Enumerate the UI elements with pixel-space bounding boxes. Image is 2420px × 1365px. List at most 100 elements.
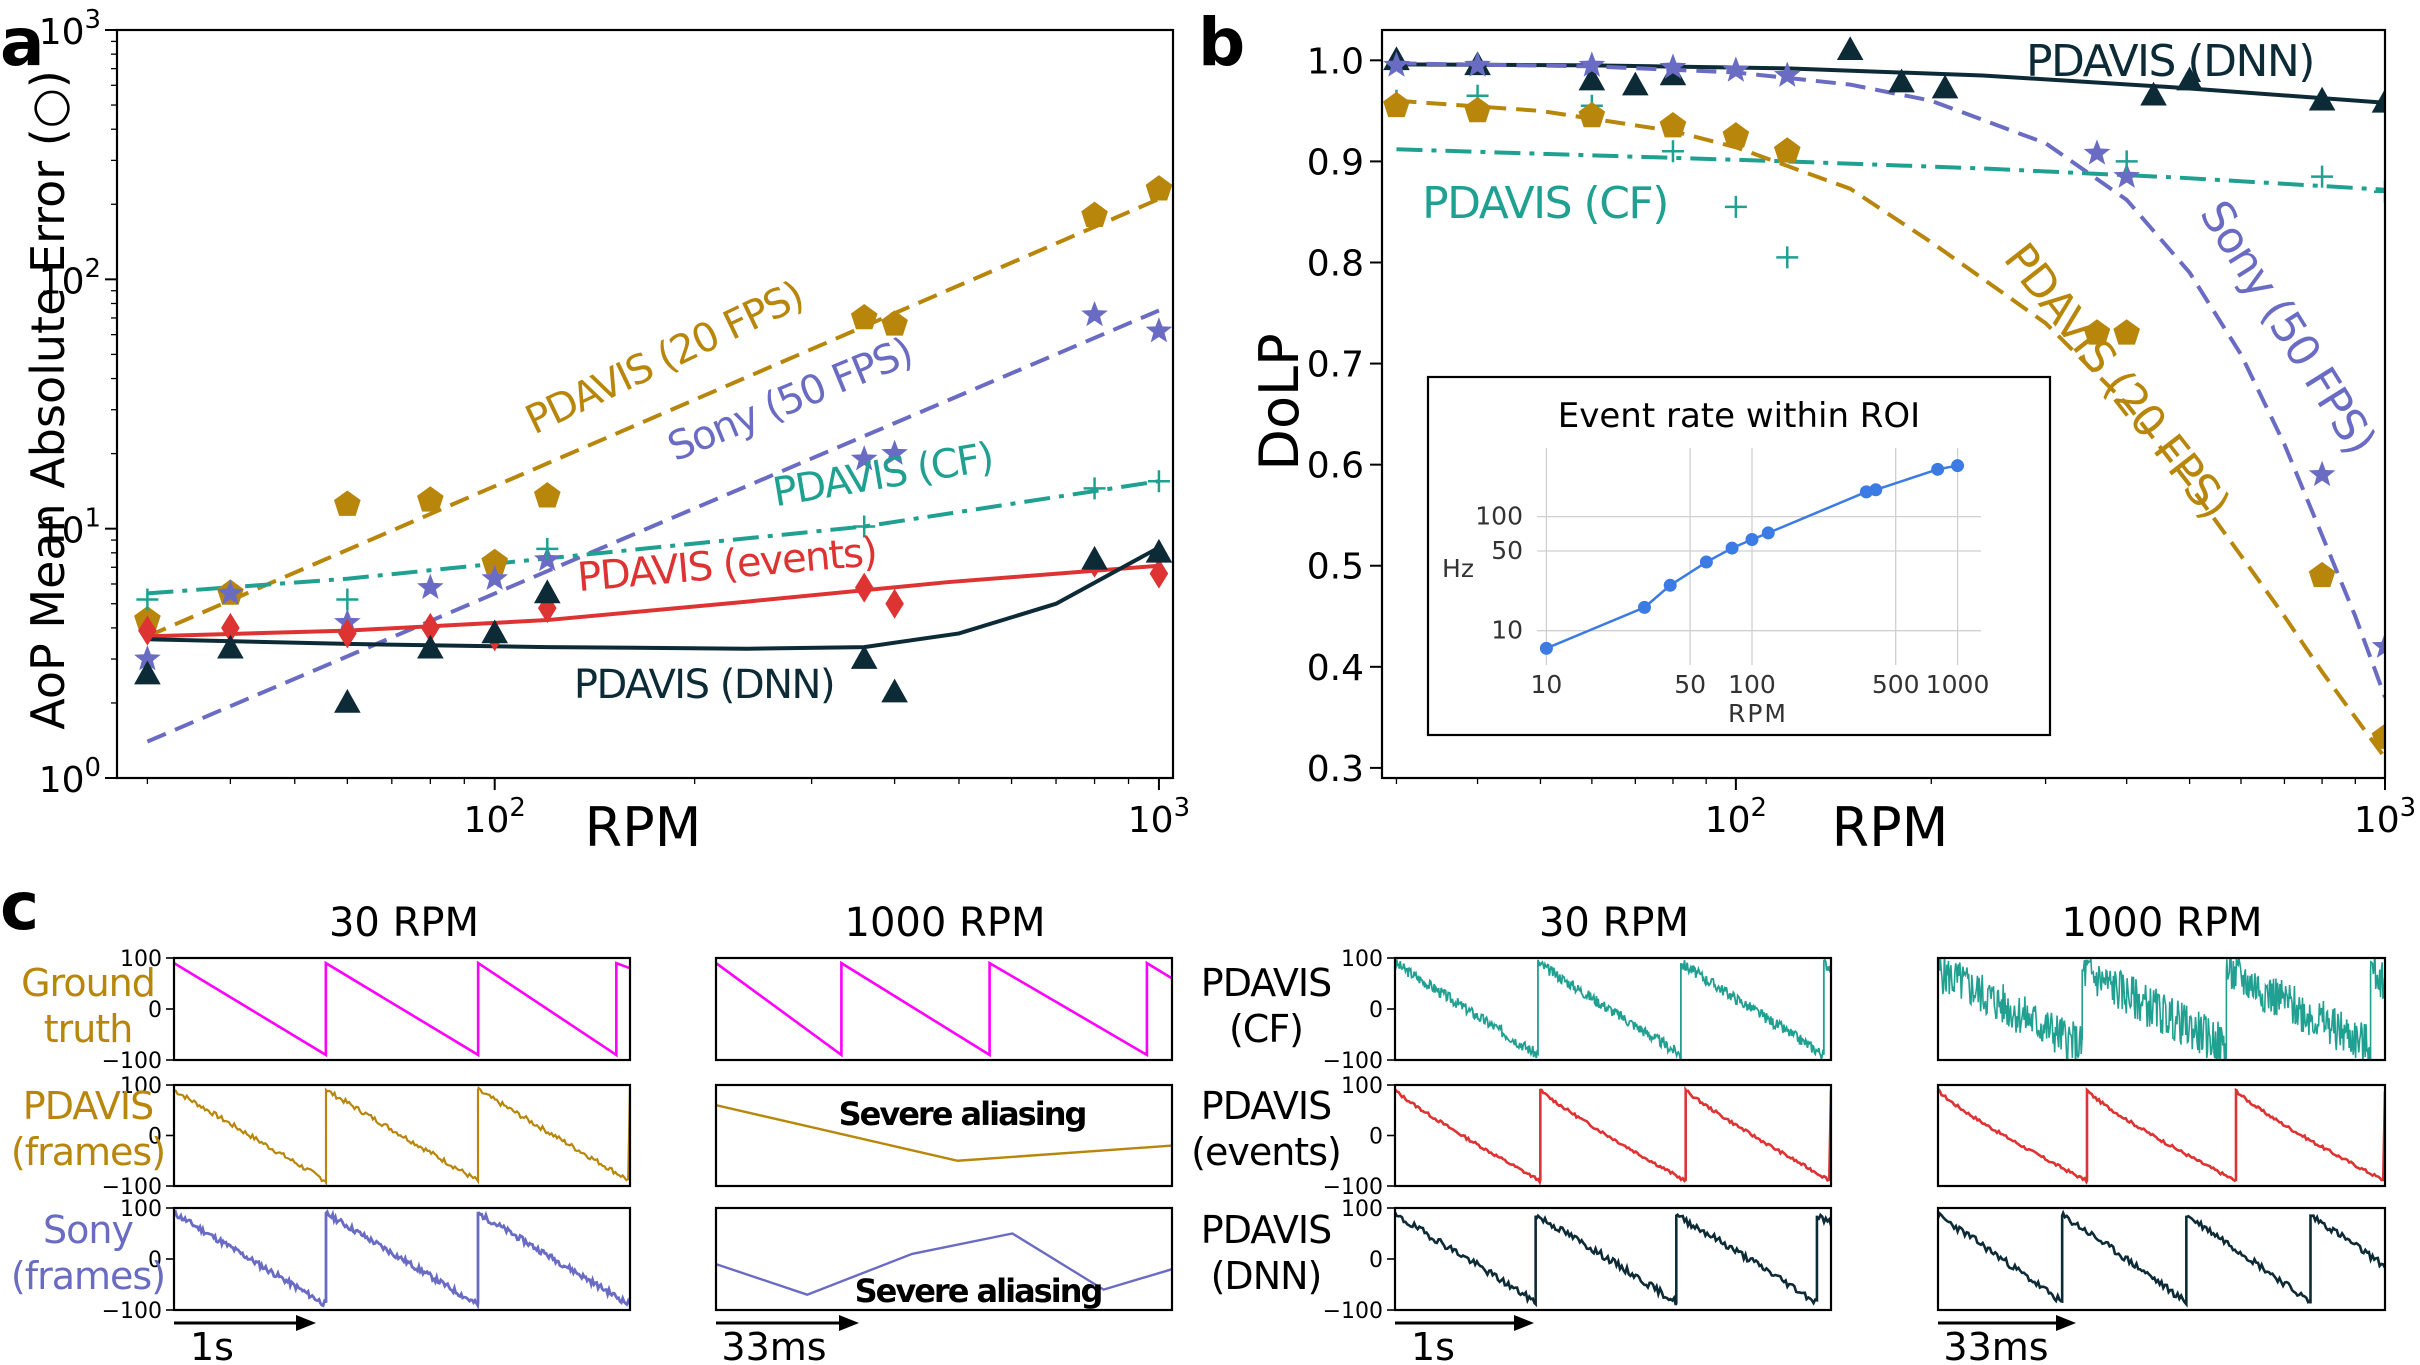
time-scale-arrowhead [839,1315,859,1331]
row-label: PDAVIS [1201,1208,1331,1252]
y-tick-label: 1.0 [1307,41,1364,82]
y-axis-label: DoLP [1248,333,1311,470]
data-point [1081,545,1108,570]
time-scale-label: 33ms [721,1325,826,1365]
inset-x-label: RPM [1728,699,1788,728]
trace-pdavis-cf [1395,958,1831,1060]
chart-c: 30 RPM 1000 RPM 30 RPM 1000 RPM1000−1001000… [11,900,2387,1365]
curve-annotation: PDAVIS (DNN) [574,662,834,708]
data-point [1836,36,1864,61]
x-tick-label: 103 [1128,793,1190,841]
trace-y-tick-label: 100 [120,1074,162,1099]
data-point [417,634,444,659]
row-label: (CF) [1229,1007,1303,1051]
data-point [334,688,361,713]
data-point [1147,470,1170,493]
data-point [850,445,878,471]
data-point [481,619,509,644]
y-tick-label: 0.6 [1307,446,1364,487]
data-point [2083,319,2111,345]
row-label: (events) [1191,1130,1341,1174]
trace-sony-frames [716,1232,1172,1296]
data-point [421,612,440,643]
data-point [1383,91,1410,118]
time-scale-label: 1s [1411,1325,1455,1365]
plot-frame [1380,28,2387,780]
column-title: 1000 RPM [845,900,1046,946]
inset-y-tick-label: 10 [1491,616,1523,645]
trace-pdavis-dnn [1395,1211,1831,1308]
trace-pdavis-frames [174,1086,630,1186]
data-point [1776,246,1799,269]
row-label: (frames) [11,1254,165,1298]
trace-pdavis-events [1395,1085,1831,1186]
data-point [1081,300,1108,327]
data-point [2371,723,2385,749]
fit-line [1396,147,2385,192]
fit-line [147,545,1160,651]
data-point [1659,112,1687,138]
inset-point [1761,526,1775,540]
data-point [2308,86,2336,111]
data-point [881,439,908,465]
data-point [134,645,161,671]
fit-line [1396,98,2385,759]
trace-ground-truth [716,960,1172,1058]
data-point [881,310,908,336]
data-point [1145,175,1173,201]
trace-y-tick-label: −100 [102,1299,162,1324]
data-point [2308,561,2336,588]
inset-frame [1426,375,2052,737]
trace-pdavis-frames [716,1104,1172,1162]
data-point [217,634,244,659]
chart-b: 102 103 0.3 0.4 0.5 0.6 0.7 0.8 0.9 1.0 PDAVIS (DN… [1248,28,2416,859]
data-point [1578,51,1606,77]
x-axis-label: RPM [1832,796,1949,859]
inset-y-tick-label: 50 [1491,536,1523,565]
panel-label-b: b [1198,4,1246,81]
trace-ground-truth [174,960,630,1058]
row-label: (DNN) [1211,1254,1322,1298]
x-tick-label: 102 [1705,793,1767,841]
inset-y-label: Hz [1442,554,1474,583]
data-point [1464,51,1491,77]
aliasing-annotation: Severe aliasing [839,1095,1086,1133]
trace-frame [1936,956,2387,1062]
panel-label-c: c [0,868,40,945]
curve-annotation: PDAVIS (CF) [770,434,996,516]
time-scale-arrowhead [2056,1315,2076,1331]
data-point [2115,150,2138,173]
data-point [1773,61,1801,87]
data-point [854,572,874,603]
trace-y-tick-label: 0 [1369,1248,1383,1273]
trace-frame [714,1083,1174,1188]
trace-y-tick-label: −100 [102,1049,162,1074]
data-point [336,588,359,611]
data-point [1145,317,1173,343]
data-point [1081,201,1108,228]
data-point [481,564,509,591]
time-scale-label: 1s [190,1325,234,1365]
row-label: (frames) [11,1130,165,1174]
trace-y-tick-label: 100 [120,947,162,972]
trace-y-tick-label: 100 [1341,1074,1383,1099]
y-tick-label: 0.4 [1307,648,1364,689]
time-scale-label: 33ms [1943,1325,2048,1365]
data-point [1773,137,1801,163]
row-label: Sony [43,1208,133,1252]
data-point [885,588,904,619]
data-point [853,515,876,538]
data-point [2113,319,2141,345]
inset-point [1745,533,1759,547]
inset-x-tick-label: 1000 [1926,670,1990,699]
x-axis-label: RPM [585,796,702,859]
row-label: PDAVIS [23,1084,153,1128]
data-point [136,588,159,611]
trace-y-tick-label: 100 [1341,947,1383,972]
data-point [2311,165,2334,188]
data-point [2371,88,2385,113]
inset-point [1637,600,1651,614]
data-point [1931,74,1959,99]
trace-y-tick-label: 0 [1369,998,1383,1023]
